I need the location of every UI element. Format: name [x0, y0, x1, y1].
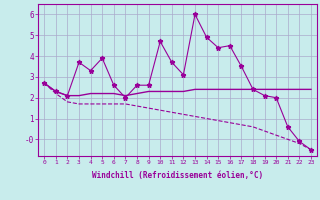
X-axis label: Windchill (Refroidissement éolien,°C): Windchill (Refroidissement éolien,°C): [92, 171, 263, 180]
